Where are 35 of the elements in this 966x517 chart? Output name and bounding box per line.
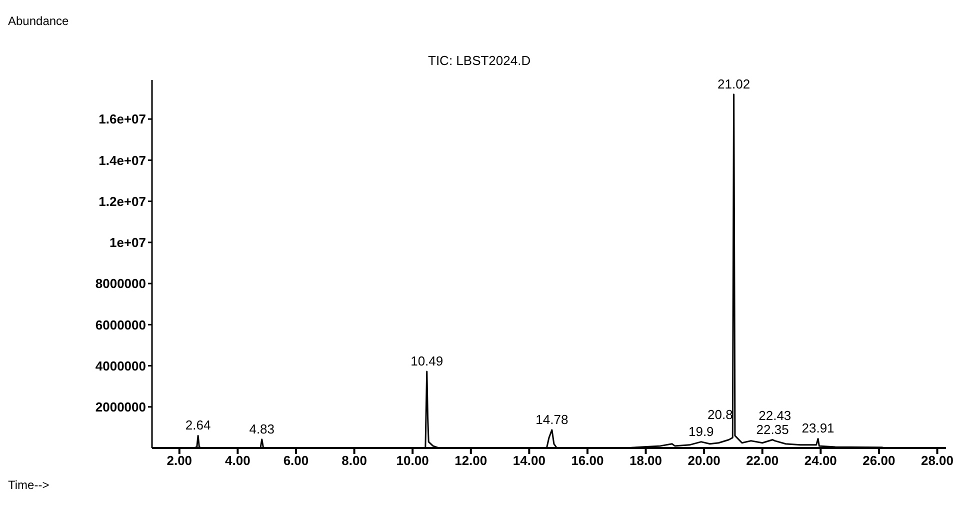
x-tick-label: 28.00 bbox=[920, 453, 954, 468]
y-axis-title: Abundance bbox=[8, 14, 69, 28]
y-tick-label: 1e+07 bbox=[109, 235, 146, 250]
x-tick-label: 24.00 bbox=[804, 453, 837, 468]
annotation: 22.35 bbox=[756, 422, 789, 437]
annotation: 21.02 bbox=[718, 76, 750, 92]
x-tick-label: 20.00 bbox=[688, 453, 720, 468]
annotation: 22.43 bbox=[758, 408, 792, 423]
x-tick-label: 2.00 bbox=[166, 453, 192, 468]
x-tick-label: 4.00 bbox=[225, 453, 250, 468]
y-tick-label: 6000000 bbox=[95, 317, 146, 332]
x-tick-label: 16.00 bbox=[571, 453, 604, 468]
x-tick-label: 12.00 bbox=[454, 453, 488, 468]
annotation: 14.78 bbox=[536, 412, 568, 427]
annotation: 10.49 bbox=[410, 354, 444, 369]
x-tick-label: 10.00 bbox=[396, 453, 429, 468]
x-tick-label: 18.00 bbox=[630, 453, 662, 468]
y-tick-label: 1.6e+07 bbox=[98, 112, 146, 127]
x-axis-title: Time--> bbox=[8, 478, 50, 492]
x-tick-label: 22.00 bbox=[746, 453, 779, 468]
x-tick-label: 6.00 bbox=[283, 453, 309, 468]
y-tick-label: 8000000 bbox=[95, 276, 146, 292]
y-tick-label: 1.2e+07 bbox=[98, 194, 146, 209]
y-tick-label: 4000000 bbox=[95, 358, 146, 374]
annotation: 19.9 bbox=[688, 424, 714, 439]
annotation: 2.64 bbox=[185, 418, 211, 433]
chart-title: TIC: LBST2024.D bbox=[428, 53, 531, 68]
annotation: 20.8 bbox=[708, 406, 733, 422]
y-tick-label: 2000000 bbox=[95, 400, 146, 414]
x-tick-label: 14.00 bbox=[512, 453, 546, 468]
annotation: 4.83 bbox=[249, 421, 275, 436]
x-tick-label: 26.00 bbox=[862, 453, 896, 468]
x-tick-label: 8.00 bbox=[342, 453, 367, 468]
y-tick-label: 1.4e+07 bbox=[98, 152, 146, 168]
annotation: 23.91 bbox=[802, 420, 834, 436]
